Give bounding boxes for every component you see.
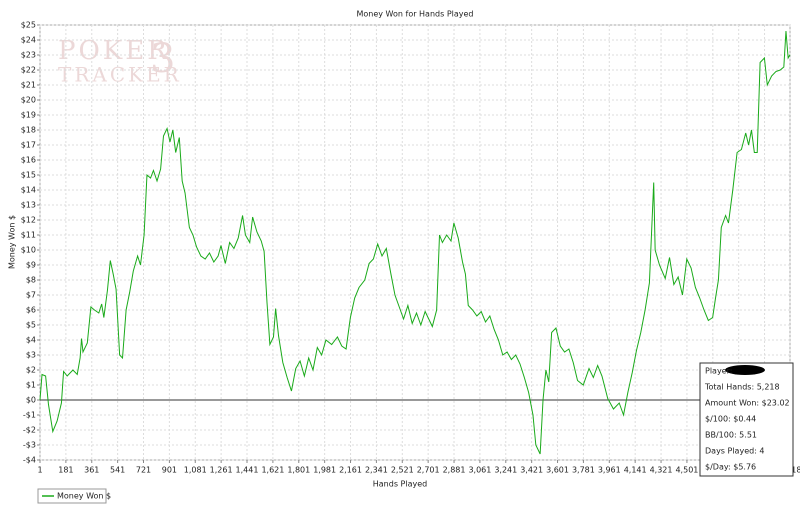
y-tick-label: $22 bbox=[21, 66, 36, 75]
y-tick-label: $4 bbox=[26, 336, 36, 345]
y-tick-label: $13 bbox=[21, 201, 36, 210]
x-tick-label: 901 bbox=[162, 466, 177, 475]
info-text: Days Played: 4 bbox=[705, 447, 765, 456]
y-tick-label: $23 bbox=[21, 51, 36, 60]
x-tick-label: 2,881 bbox=[443, 466, 466, 475]
info-text: BB/100: 5.51 bbox=[705, 431, 757, 440]
x-tick-label: 2,161 bbox=[339, 466, 362, 475]
y-tick-label: $12 bbox=[21, 216, 36, 225]
y-axis-label: Money Won $ bbox=[8, 215, 17, 269]
watermark: TRACKER bbox=[58, 63, 182, 87]
x-tick-label: 1,621 bbox=[261, 466, 284, 475]
line-series bbox=[39, 30, 791, 455]
legend: Money Won $ bbox=[37, 488, 111, 504]
x-axis-label: Hands Played bbox=[373, 480, 427, 489]
y-tick-label: $18 bbox=[21, 126, 36, 135]
x-tick-label: 1,081 bbox=[184, 466, 207, 475]
y-tick-label: -$1 bbox=[23, 411, 36, 420]
y-tick-label: -$3 bbox=[23, 441, 36, 450]
y-tick-label: $7 bbox=[26, 291, 36, 300]
redaction bbox=[725, 365, 765, 375]
info-text: Player: bbox=[705, 367, 732, 376]
x-tick-label: 3,781 bbox=[572, 466, 595, 475]
watermark: 3 bbox=[150, 36, 178, 82]
y-tick-label: $17 bbox=[21, 141, 36, 150]
y-tick-label: $8 bbox=[26, 276, 36, 285]
legend-box bbox=[37, 488, 107, 504]
y-tick-label: -$4 bbox=[23, 456, 36, 465]
y-tick-label: $1 bbox=[26, 381, 36, 390]
y-tick-label: $3 bbox=[26, 351, 36, 360]
y-tick-label: $20 bbox=[21, 96, 36, 105]
x-tick-label: 3,241 bbox=[494, 466, 517, 475]
y-tick-label: $24 bbox=[21, 36, 36, 45]
x-tick-label: 3,421 bbox=[520, 466, 543, 475]
y-tick-label: $10 bbox=[21, 246, 36, 255]
chart-title: Money Won for Hands Played bbox=[356, 10, 473, 19]
x-tick-label: 541 bbox=[110, 466, 125, 475]
info-box-frame bbox=[699, 362, 794, 477]
x-tick-label: 4,321 bbox=[650, 466, 673, 475]
y-tick-label: $21 bbox=[21, 81, 36, 90]
y-tick-label: $16 bbox=[21, 156, 36, 165]
x-tick-label: 3,061 bbox=[468, 466, 491, 475]
x-tick-label: 181 bbox=[58, 466, 73, 475]
x-tick-label: 3,961 bbox=[598, 466, 621, 475]
y-tick-label: $25 bbox=[21, 21, 36, 30]
info-box: Player: Total Hands: 5,218 Amount Won: $… bbox=[699, 362, 794, 477]
x-tick-label: 2,701 bbox=[417, 466, 440, 475]
x-tick-label: 1,261 bbox=[210, 466, 233, 475]
x-tick-label: 1 bbox=[37, 466, 42, 475]
y-tick-label: -$2 bbox=[23, 426, 36, 435]
y-tick-label: $19 bbox=[21, 111, 36, 120]
watermark: POKER bbox=[58, 36, 170, 66]
y-tick-label: $6 bbox=[26, 306, 36, 315]
info-text: Amount Won: $23.02 bbox=[705, 399, 790, 408]
y-tick-label: $2 bbox=[26, 366, 36, 375]
x-tick-label: 2,341 bbox=[365, 466, 388, 475]
x-tick-label: 721 bbox=[136, 466, 151, 475]
y-tick-label: $0 bbox=[26, 396, 36, 405]
plot-area bbox=[39, 24, 791, 461]
x-tick-label: 1,801 bbox=[287, 466, 310, 475]
info-text: $/100: $0.44 bbox=[705, 415, 756, 424]
legend-label: Money Won $ bbox=[57, 492, 111, 501]
info-text: Total Hands: 5,218 bbox=[704, 383, 780, 392]
info-text: $/Day: $5.76 bbox=[705, 463, 756, 472]
y-tick-label: $5 bbox=[26, 321, 36, 330]
x-tick-label: 2,521 bbox=[391, 466, 414, 475]
y-tick-label: $9 bbox=[26, 261, 36, 270]
x-tick-label: 1,441 bbox=[236, 466, 259, 475]
x-tick-label: 3,601 bbox=[546, 466, 569, 475]
y-tick-label: $15 bbox=[21, 171, 36, 180]
y-tick-label: $14 bbox=[21, 186, 36, 195]
x-tick-label: 1,981 bbox=[313, 466, 336, 475]
x-tick-label: 4,141 bbox=[624, 466, 647, 475]
x-tick-label: 361 bbox=[84, 466, 99, 475]
x-tick-label: 4,501 bbox=[675, 466, 698, 475]
y-tick-label: $11 bbox=[21, 231, 36, 240]
